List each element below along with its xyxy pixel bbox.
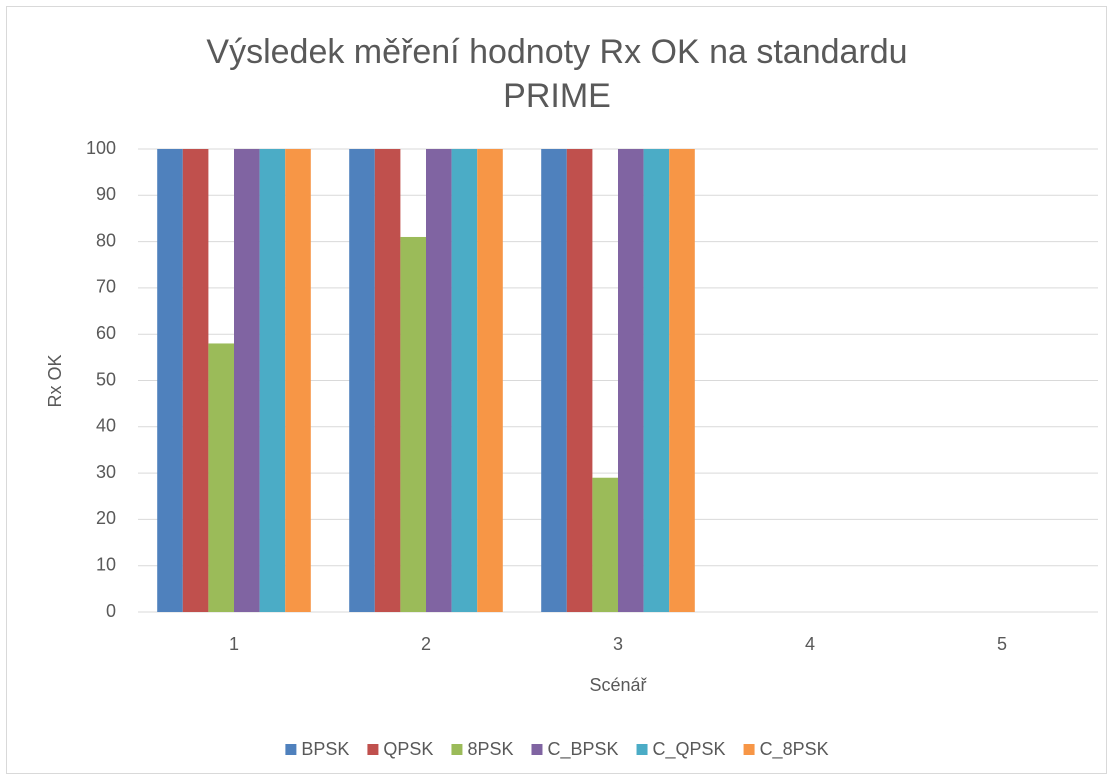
bar	[566, 149, 593, 612]
legend-swatch	[285, 744, 297, 755]
legend-swatch	[743, 744, 755, 755]
legend-swatch	[531, 744, 543, 755]
y-tick-label: 30	[96, 462, 116, 482]
bar	[157, 149, 183, 612]
x-tick-label: 3	[613, 634, 623, 654]
legend-label: C_8PSK	[760, 739, 829, 760]
y-tick-label: 40	[96, 416, 116, 436]
y-tick-label: 70	[96, 277, 116, 297]
bar	[259, 149, 286, 612]
legend-swatch	[636, 744, 648, 755]
chart-border	[6, 6, 1107, 774]
bar	[592, 477, 618, 612]
legend-label: QPSK	[383, 739, 433, 759]
bar	[208, 343, 234, 612]
x-tick-label: 5	[997, 634, 1007, 654]
y-tick-label: 50	[96, 369, 116, 389]
bar	[349, 149, 375, 612]
y-tick-label: 20	[96, 508, 116, 528]
bar	[541, 149, 567, 612]
legend-label: BPSK	[301, 739, 349, 759]
bar	[400, 236, 426, 612]
legend-label: C_BPSK	[547, 739, 618, 760]
x-tick-label: 1	[229, 634, 239, 654]
y-tick-label: 90	[96, 184, 116, 204]
bar	[618, 149, 644, 612]
y-tick-label: 80	[96, 230, 116, 250]
y-tick-label: 100	[86, 138, 116, 158]
bar	[669, 149, 695, 612]
chart-title: Výsledek měření hodnoty Rx OK na standar…	[206, 33, 908, 115]
bar	[285, 149, 311, 612]
x-axis-label: Scénář	[589, 675, 647, 695]
legend: BPSK QPSK 8PSK C_BPSK C_QPSK C_8PSK	[285, 739, 829, 760]
bar	[451, 149, 478, 612]
legend-swatch	[367, 744, 379, 755]
y-tick-label: 10	[96, 554, 116, 574]
bar	[182, 149, 209, 612]
y-tick-label: 0	[106, 601, 116, 621]
y-axis-label: Rx OK	[45, 354, 65, 407]
bar	[477, 149, 503, 612]
bar	[374, 149, 401, 612]
y-tick-label: 60	[96, 323, 116, 343]
bar	[234, 149, 260, 612]
bar	[643, 149, 670, 612]
bar	[426, 149, 452, 612]
x-tick-label: 4	[805, 634, 815, 654]
legend-label: C_QPSK	[653, 739, 726, 760]
legend-swatch	[451, 744, 463, 755]
x-tick-label: 2	[421, 634, 431, 654]
legend-label: 8PSK	[467, 739, 513, 759]
